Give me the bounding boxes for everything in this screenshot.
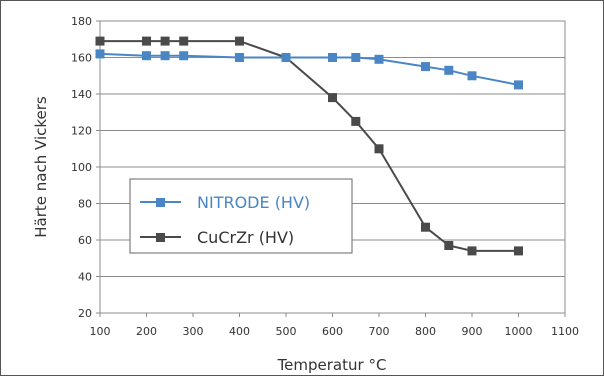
data-point [351,117,360,126]
data-point [444,66,453,75]
data-point [421,223,430,232]
data-point [161,51,170,60]
data-point [235,37,244,46]
data-point [96,49,105,58]
data-point [421,62,430,71]
x-tick-label: 700 [369,325,390,338]
data-point [514,80,523,89]
legend-marker-cucrzr [156,233,165,242]
legend-label-cucrzr: CuCrZr (HV) [197,228,294,247]
y-tick-label: 80 [78,198,92,211]
data-point [328,53,337,62]
data-point [282,53,291,62]
y-tick-label: 100 [71,161,92,174]
x-tick-label: 200 [136,325,157,338]
y-tick-label: 120 [71,125,92,138]
data-point [179,51,188,60]
data-point [468,71,477,80]
data-point [514,246,523,255]
x-tick-label: 800 [415,325,436,338]
data-point [235,53,244,62]
x-tick-label: 1000 [505,325,533,338]
y-axis-title: Härte nach Vickers [32,96,50,238]
x-tick-label: 400 [229,325,250,338]
data-point [444,241,453,250]
y-tick-label: 20 [78,307,92,320]
y-tick-label: 60 [78,234,92,247]
x-axis-title: Temperatur °C [277,356,387,374]
data-point [375,55,384,64]
x-tick-label: 600 [322,325,343,338]
data-point [96,37,105,46]
data-point [179,37,188,46]
y-tick-label: 180 [71,15,92,28]
data-point [328,93,337,102]
legend-marker-nitrode [156,198,165,207]
y-tick-label: 140 [71,88,92,101]
y-tick-label: 40 [78,271,92,284]
legend-label-nitrode: NITRODE (HV) [197,193,310,212]
x-tick-label: 100 [90,325,111,338]
x-tick-label: 1100 [551,325,579,338]
data-point [142,37,151,46]
data-point [351,53,360,62]
x-tick-label: 300 [183,325,204,338]
data-point [161,37,170,46]
y-tick-label: 160 [71,52,92,65]
x-tick-label: 500 [276,325,297,338]
data-point [468,246,477,255]
data-point [375,144,384,153]
data-point [142,51,151,60]
x-tick-label: 900 [462,325,483,338]
legend: NITRODE (HV) CuCrZr (HV) [130,179,352,253]
